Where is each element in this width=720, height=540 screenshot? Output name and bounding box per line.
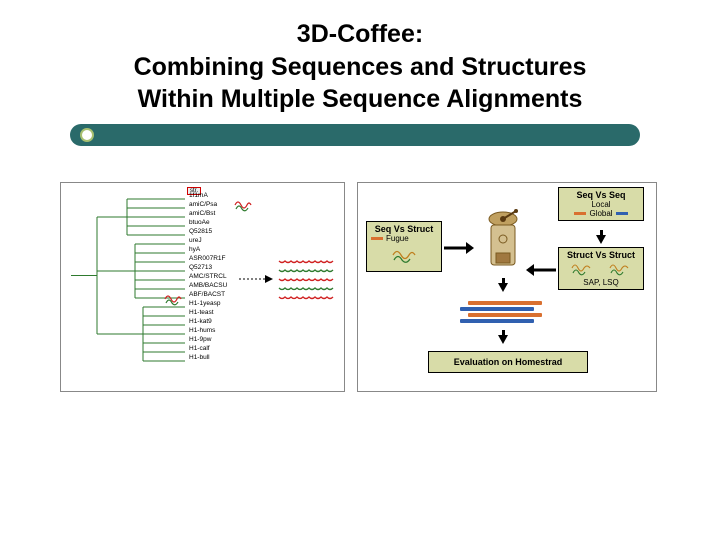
seq-vs-seq-box: Seq Vs Seq Local Global [558, 187, 644, 221]
color-swatch-icon [371, 237, 383, 240]
tree-leaf: H1-bull [189, 353, 227, 362]
tree-leaf: H1-hums [189, 326, 227, 335]
structure-scribble-icon [390, 245, 418, 267]
tree-leaf: H1-kat9 [189, 317, 227, 326]
tree-leaf: ASR007R1F [189, 254, 227, 263]
tree-leaf: AMC/STRCL [189, 272, 227, 281]
seq-vs-struct-sub: Fugue [386, 234, 409, 243]
color-swatch-icon [574, 212, 586, 215]
flowchart-panel: Seq Vs Seq Local Global Seq Vs Struct Fu… [357, 182, 657, 392]
title-underline-bar [70, 124, 640, 146]
seq-vs-seq-sub2: Global [589, 209, 612, 218]
content-row: str. 1f1mAamiC/PsaamiC/BstbtuoAeQ52815ur… [60, 182, 660, 412]
struct-vs-struct-title: Struct Vs Struct [563, 250, 639, 260]
arrow-down-icon [498, 335, 508, 344]
slide-title: 3D-Coffee: Combining Sequences and Struc… [0, 0, 720, 124]
seq-vs-struct-title: Seq Vs Struct [371, 224, 437, 234]
evaluation-label: Evaluation on Homestrad [454, 357, 563, 367]
tree-leaf: 1f1mA [189, 191, 227, 200]
color-swatch-icon [616, 212, 628, 215]
seq-vs-struct-box: Seq Vs Struct Fugue [366, 221, 442, 272]
alignment-bar [468, 313, 542, 317]
tree-diagram [67, 193, 187, 383]
sequence-wavy-icon [277, 255, 335, 305]
tree-leaf: amiC/Psa [189, 200, 227, 209]
tree-leaf: H1-teast [189, 308, 227, 317]
tree-leaf: hyA [189, 245, 227, 254]
tree-leaf-labels: 1f1mAamiC/PsaamiC/BstbtuoAeQ52815ureJhyA… [189, 191, 227, 362]
struct-vs-struct-box: Struct Vs Struct SAP, LSQ [558, 247, 644, 290]
alignment-bar [460, 319, 534, 323]
tree-leaf: AMB/BACSU [189, 281, 227, 290]
structure-scribble-icon [570, 260, 594, 278]
structure-scribble-icon [233, 197, 253, 213]
arrow-down-icon [498, 283, 508, 292]
alignment-bar [468, 301, 542, 305]
alignment-bar [460, 307, 534, 311]
tree-leaf: btuoAe [189, 218, 227, 227]
seq-vs-seq-title: Seq Vs Seq [563, 190, 639, 200]
dotted-arrow-icon [239, 273, 273, 285]
tree-leaf: H1-1yeasp [189, 299, 227, 308]
tree-panel: str. 1f1mAamiC/PsaamiC/BstbtuoAeQ52815ur… [60, 182, 345, 392]
tree-leaf: H1-9pw [189, 335, 227, 344]
title-line-1: 3D-Coffee: [0, 18, 720, 51]
arrow-right-icon [444, 241, 474, 255]
evaluation-box: Evaluation on Homestrad [428, 351, 588, 373]
title-line-3: Within Multiple Sequence Alignments [0, 83, 720, 116]
coffee-grinder-icon [482, 209, 524, 271]
tree-leaf: amiC/Bst [189, 209, 227, 218]
tree-leaf: ABF/BACST [189, 290, 227, 299]
structure-scribble-icon [163, 291, 183, 307]
arrow-down-icon [596, 235, 606, 244]
title-line-2: Combining Sequences and Structures [0, 51, 720, 84]
tree-leaf: Q52713 [189, 263, 227, 272]
structure-scribble-icon [608, 260, 632, 278]
struct-vs-struct-sub: SAP, LSQ [563, 278, 639, 287]
arrow-left-icon [526, 263, 556, 277]
tree-leaf: H1-calf [189, 344, 227, 353]
tree-leaf: ureJ [189, 236, 227, 245]
bullet-icon [80, 128, 94, 142]
tree-leaf: Q52815 [189, 227, 227, 236]
seq-vs-seq-sub1: Local [563, 200, 639, 209]
alignment-bars [458, 299, 548, 325]
